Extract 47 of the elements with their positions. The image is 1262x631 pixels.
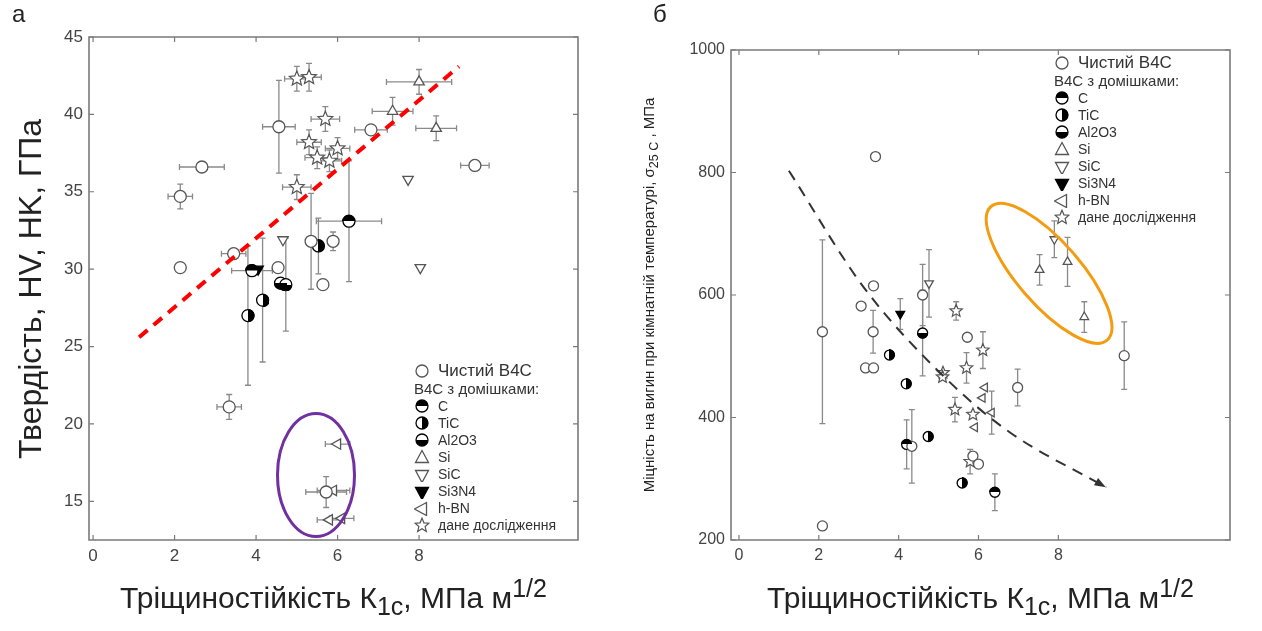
x-axis-title: Тріщиностійкість К$_{1c}$, МПа м$^{1/2}$	[767, 574, 1194, 621]
legend-label: Чистий B4C	[1078, 53, 1172, 72]
legend-label: h-BN	[1078, 192, 1110, 208]
legend-label: h-BN	[438, 500, 470, 516]
legend-label: Si	[438, 449, 451, 465]
legend-label: C	[438, 398, 449, 414]
chart-title: а	[12, 0, 26, 28]
y-tick-label: 25	[64, 336, 83, 356]
legend-title: B4C з домішками:	[1054, 72, 1181, 89]
x-tick-label: 6	[332, 545, 343, 565]
legend-label: Чистий B4C	[438, 361, 532, 380]
x-tick-label: 2	[814, 546, 824, 564]
x-axis-title: Тріщиностійкість К$_{1c}$, МПа м$^{1/2}$	[120, 574, 547, 621]
x-tick-label: 6	[974, 546, 984, 564]
legend-label: дане дослідження	[1078, 209, 1196, 225]
legend-label: SiC	[1078, 158, 1101, 174]
legend-label: дане дослідження	[438, 517, 556, 533]
y-tick-label: 200	[698, 530, 726, 548]
y-tick-label: 600	[698, 285, 726, 303]
x-tick-label: 8	[1053, 546, 1063, 564]
y-tick-label: 35	[64, 181, 83, 201]
legend-title: B4C з домішками:	[414, 380, 541, 397]
y-tick-label: 1000	[689, 40, 726, 58]
y-tick-label: 40	[64, 104, 83, 124]
legend-label: Al2O3	[438, 432, 477, 448]
legend-label: Si	[1078, 141, 1091, 157]
x-tick-label: 4	[251, 545, 261, 565]
y-axis-title: Твердість, HV, HK, ГПа	[11, 118, 49, 459]
y-tick-label: 800	[698, 162, 726, 180]
x-tick-label: 0	[734, 546, 744, 564]
chart-title: б	[653, 0, 667, 28]
x-tick-label: 0	[88, 545, 98, 565]
x-tick-label: 2	[169, 545, 180, 565]
y-tick-label: 30	[64, 258, 83, 278]
legend-label: SiC	[438, 466, 461, 482]
legend-label: TiC	[438, 415, 460, 431]
legend-label: Al2O3	[1078, 124, 1117, 140]
legend-label: C	[1078, 90, 1089, 106]
x-tick-label: 4	[894, 546, 904, 564]
y-tick-label: 20	[64, 413, 83, 433]
y-tick-label: 15	[64, 491, 83, 510]
y-tick-label: 400	[698, 407, 726, 425]
x-tick-label: 8	[414, 545, 424, 565]
legend-label: TiC	[1078, 107, 1100, 123]
legend-label: Si3N4	[1078, 175, 1117, 191]
legend-label: Si3N4	[438, 483, 477, 499]
y-tick-label: 45	[64, 26, 83, 46]
